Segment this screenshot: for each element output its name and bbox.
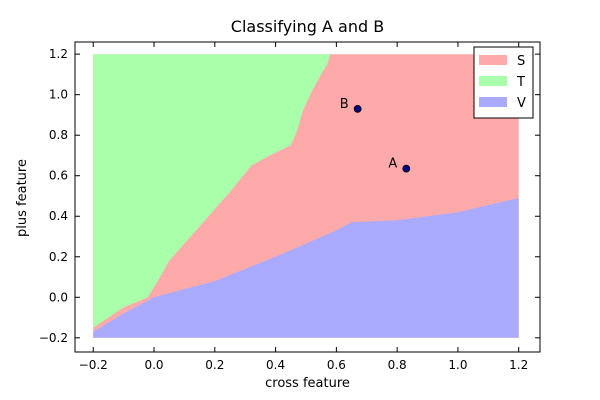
x-tick-label: 1.0: [448, 358, 467, 372]
y-tick-label: 1.2: [49, 47, 68, 61]
y-axis: −0.2 0.0 0.2 0.4 0.6 0.8 1.0 1.2: [39, 47, 540, 345]
x-tick-label: −0.2: [79, 358, 108, 372]
x-tick-label: 0.6: [327, 358, 346, 372]
x-axis-label: cross feature: [265, 376, 350, 391]
region-V: [93, 198, 519, 338]
y-tick-label: 0.8: [49, 128, 68, 142]
point-label-A: A: [388, 157, 397, 172]
legend: STV: [473, 46, 534, 119]
x-tick-label: 0.0: [144, 358, 163, 372]
legend-label-S: S: [517, 54, 525, 69]
x-tick-label: 0.4: [266, 358, 285, 372]
chart-title: Classifying A and B: [231, 17, 384, 36]
x-axis: −0.2 0.0 0.2 0.4 0.6 0.8 1.0 1.2: [79, 42, 528, 372]
y-tick-label: 0.2: [49, 250, 68, 264]
legend-label-T: T: [516, 75, 525, 90]
y-tick-label: 0.6: [49, 169, 68, 183]
point-A: [402, 164, 411, 173]
x-tick-label: 0.2: [205, 358, 224, 372]
legend-swatch-T: [479, 76, 507, 86]
plot-frame: [74, 41, 541, 353]
legend-swatch-V: [479, 97, 507, 107]
x-tick-label: 1.2: [509, 358, 528, 372]
y-tick-label: −0.2: [39, 331, 68, 345]
region-T: [93, 54, 331, 328]
point-label-B: B: [340, 97, 349, 112]
y-axis-label: plus feature: [15, 159, 30, 237]
point-B: [353, 104, 362, 113]
plot-area: AB: [93, 54, 519, 338]
legend-label-V: V: [517, 96, 526, 111]
y-tick-label: 0.4: [49, 209, 68, 223]
legend-swatch-S: [479, 55, 507, 65]
y-tick-label: 1.0: [49, 88, 68, 102]
x-tick-label: 0.8: [388, 358, 407, 372]
y-tick-label: 0.0: [49, 290, 68, 304]
